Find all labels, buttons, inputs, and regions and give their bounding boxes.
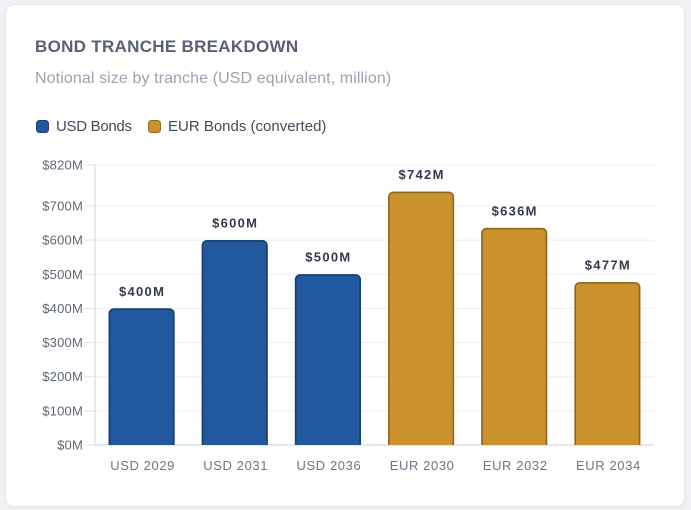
svg-text:EUR 2032: EUR 2032 [483,458,548,473]
svg-text:$700M: $700M [42,199,83,214]
svg-text:USD 2031: USD 2031 [203,458,268,473]
svg-text:EUR 2034: EUR 2034 [576,458,641,473]
svg-text:EUR 2030: EUR 2030 [390,458,455,473]
svg-text:$742M: $742M [398,167,444,182]
svg-text:$500M: $500M [42,267,83,282]
svg-text:$400M: $400M [42,301,83,316]
svg-text:$100M: $100M [42,403,83,418]
svg-text:$820M: $820M [42,158,83,173]
svg-text:$600M: $600M [42,233,83,248]
svg-text:$636M: $636M [492,203,538,218]
svg-text:$477M: $477M [585,258,631,273]
svg-text:$0M: $0M [57,438,83,453]
svg-text:USD 2036: USD 2036 [297,458,362,473]
svg-text:$400M: $400M [119,284,165,299]
svg-text:$200M: $200M [42,369,83,384]
svg-text:$300M: $300M [42,335,83,350]
svg-text:USD 2029: USD 2029 [110,458,175,473]
svg-text:$600M: $600M [212,216,258,231]
svg-text:$500M: $500M [305,250,351,265]
